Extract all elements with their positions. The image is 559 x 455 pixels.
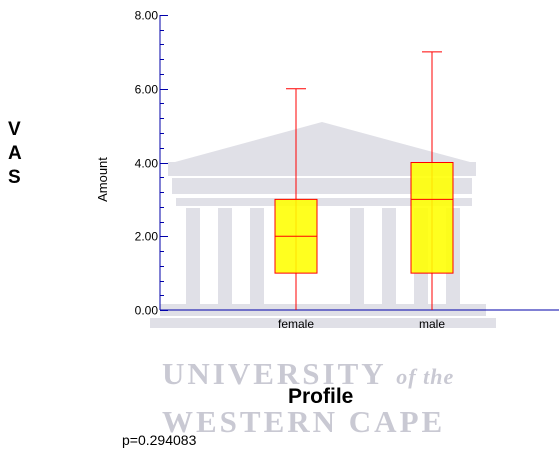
watermark-line1: UNIVERSITY of the bbox=[162, 356, 454, 392]
vas-letter: V bbox=[8, 119, 21, 140]
watermark-of-the: of the bbox=[396, 364, 455, 389]
watermark-university: UNIVERSITY bbox=[162, 356, 386, 391]
boxes-layer bbox=[274, 51, 454, 310]
vas-label: V A S bbox=[8, 118, 38, 190]
x-tick-label: male bbox=[419, 317, 445, 331]
p-value-annotation: p=0.294083 bbox=[122, 432, 197, 448]
vas-letter: A bbox=[8, 143, 22, 164]
vas-letter: S bbox=[8, 167, 21, 188]
y-tick-label: 2.00 bbox=[135, 230, 159, 244]
x-tick-label: female bbox=[278, 317, 314, 331]
y-tick-label: 0.00 bbox=[135, 304, 159, 318]
y-axis-label: Amount bbox=[94, 157, 110, 202]
y-tick-label: 8.00 bbox=[135, 9, 159, 23]
watermark-line2: WESTERN CAPE bbox=[162, 404, 446, 439]
x-axis-label: Profile bbox=[288, 385, 354, 408]
box-iqr bbox=[410, 162, 454, 274]
box-male bbox=[410, 51, 454, 310]
axes: 0.00 2.00 4.00 6.00 8.00 female male bbox=[135, 9, 559, 331]
y-tick-label: 6.00 bbox=[135, 83, 159, 97]
box-female bbox=[274, 88, 318, 310]
y-tick-label: 4.00 bbox=[135, 157, 159, 171]
